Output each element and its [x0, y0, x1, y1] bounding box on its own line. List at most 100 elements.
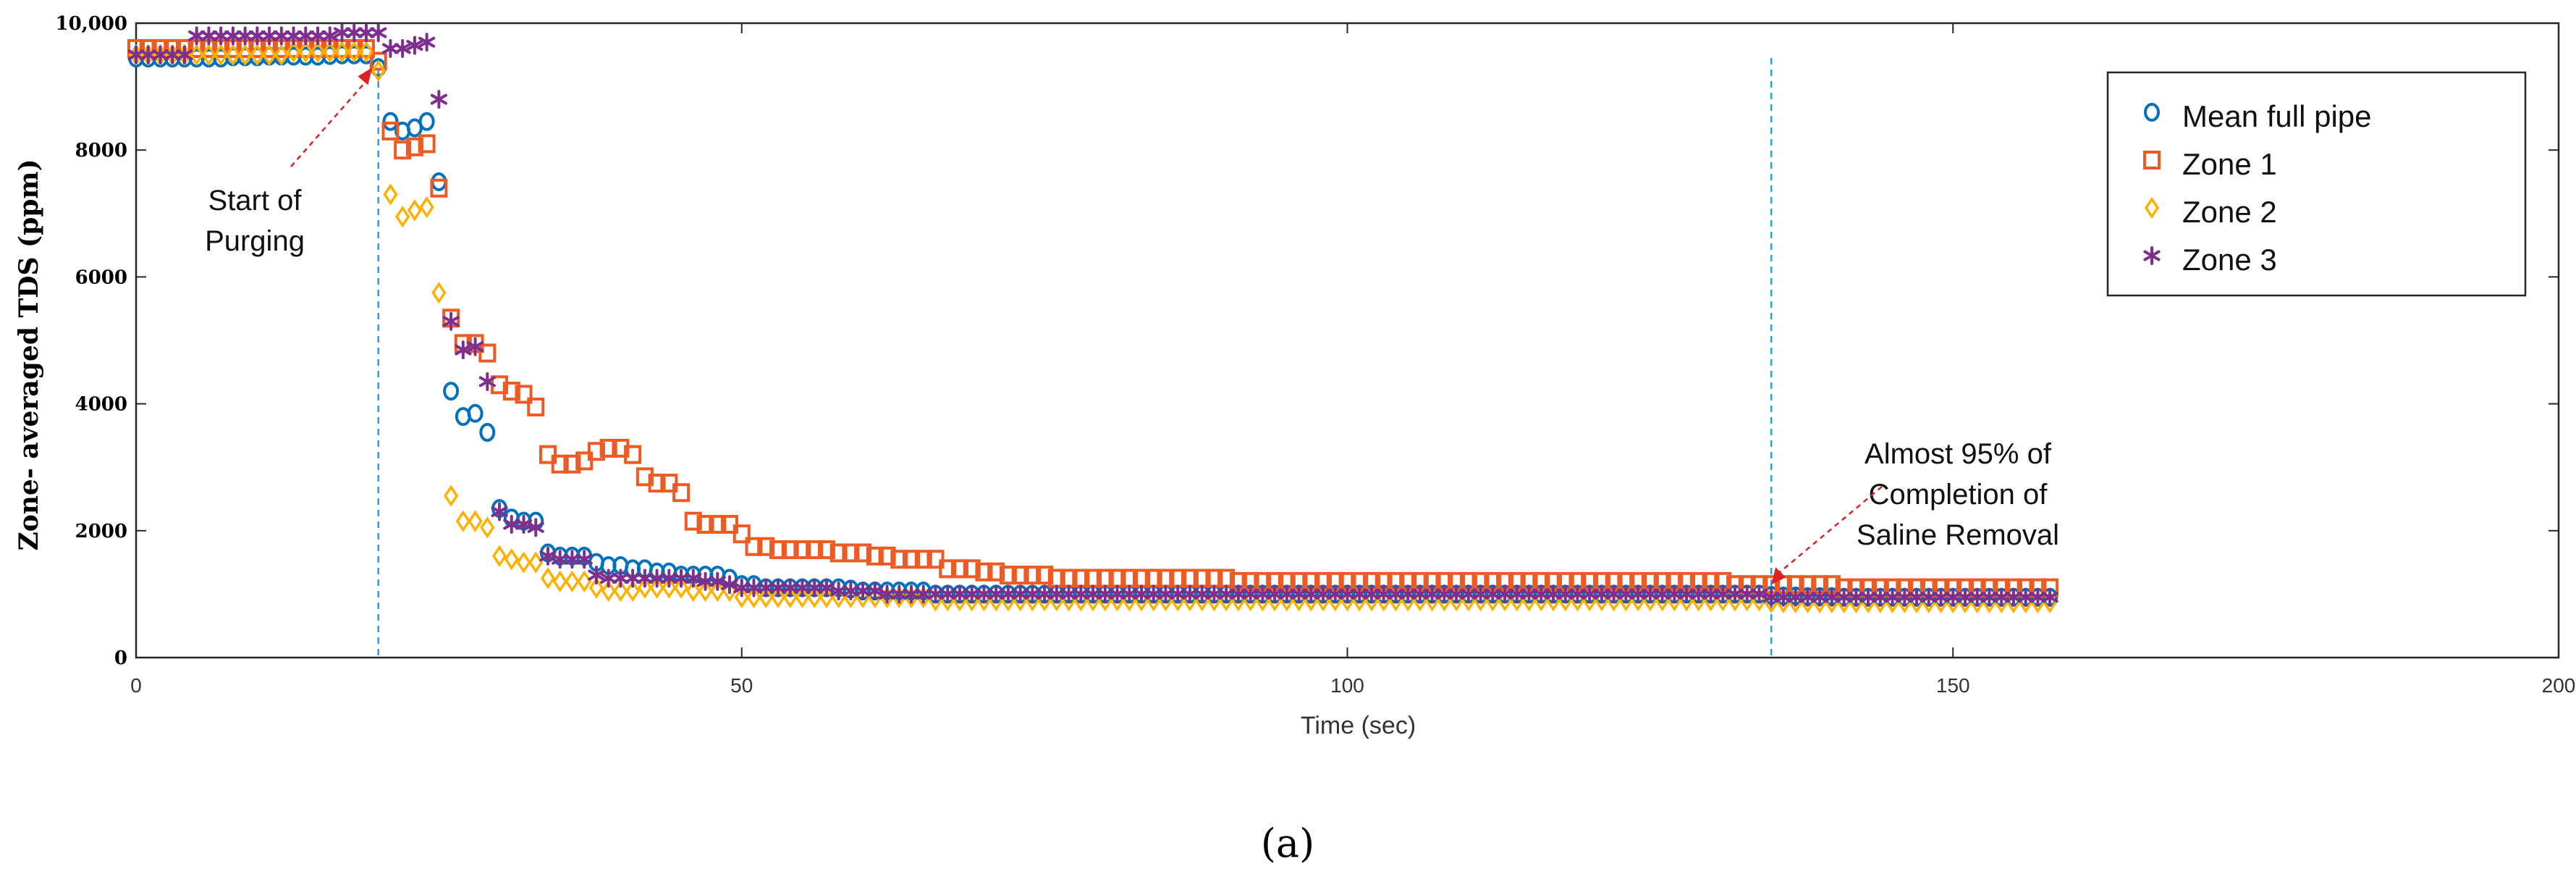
figure-caption: (a)	[1261, 821, 1314, 866]
data-point	[347, 41, 362, 63]
data-point	[214, 43, 229, 66]
data-point	[321, 26, 339, 46]
data-point	[662, 576, 677, 599]
legend-box	[2106, 71, 2527, 297]
data-point	[237, 43, 253, 66]
data-point	[685, 579, 701, 603]
data-point	[407, 199, 423, 222]
data-point	[565, 570, 580, 593]
data-point	[2144, 196, 2160, 219]
data-point	[660, 474, 678, 493]
x-axis-title: Time (sec)	[1301, 712, 1416, 739]
data-point	[950, 559, 968, 579]
data-point	[467, 337, 484, 356]
annotation-arrow	[1776, 486, 1883, 576]
data-point	[443, 382, 460, 401]
x-tick-label: 150	[1936, 674, 1970, 697]
data-point	[612, 438, 630, 458]
series-layer	[127, 23, 2059, 613]
data-point	[890, 550, 908, 569]
data-point	[442, 311, 460, 331]
y-tick-label: 10,000	[55, 13, 127, 35]
data-point	[939, 559, 957, 579]
annotation-arrow	[290, 78, 369, 167]
data-point	[502, 382, 520, 401]
asterisk-stroke	[406, 40, 423, 51]
data-point	[734, 586, 749, 608]
asterisk-stroke	[467, 341, 484, 353]
data-point	[975, 562, 993, 582]
data-point	[732, 524, 751, 544]
data-point	[455, 340, 472, 360]
data-point	[757, 537, 775, 556]
x-tick-label: 0	[130, 674, 142, 697]
data-point	[419, 196, 434, 219]
data-point	[478, 372, 496, 391]
legend-item: Zone 3	[2143, 243, 2277, 277]
data-point	[575, 451, 594, 471]
data-point	[866, 546, 884, 566]
data-point	[842, 543, 860, 563]
data-point	[721, 515, 739, 534]
data-point	[673, 576, 689, 599]
data-point	[903, 550, 921, 569]
data-point	[382, 112, 399, 131]
data-point	[478, 343, 497, 363]
data-point	[480, 516, 495, 539]
arrow-head	[1771, 567, 1786, 585]
data-point	[286, 41, 301, 63]
data-point	[468, 510, 483, 532]
data-point	[685, 568, 702, 588]
data-point	[999, 566, 1017, 585]
data-point	[575, 550, 593, 569]
y-tick-label: 4000	[75, 394, 127, 416]
data-point	[430, 178, 448, 198]
data-point	[637, 576, 652, 599]
data-point	[369, 51, 387, 71]
data-point	[696, 515, 714, 534]
data-point	[769, 540, 787, 560]
asterisk-stroke	[321, 30, 339, 42]
data-point	[394, 140, 412, 160]
data-point	[515, 515, 533, 534]
asterisk-stroke	[370, 27, 387, 38]
data-point	[698, 579, 713, 603]
legend-item: Zone 1	[2143, 147, 2277, 181]
data-point	[504, 548, 519, 571]
data-point	[709, 515, 727, 534]
data-point	[383, 183, 398, 206]
data-point	[322, 41, 337, 63]
asterisk-stroke	[491, 506, 508, 518]
data-point	[1011, 566, 1029, 585]
x-tick-label: 100	[1330, 674, 1364, 697]
data-point	[1023, 566, 1042, 585]
arrow-head	[358, 67, 373, 85]
data-point	[539, 546, 557, 566]
data-point	[516, 551, 531, 574]
data-point	[539, 445, 557, 464]
data-point	[806, 540, 824, 560]
data-point	[878, 546, 896, 566]
asterisk-stroke	[515, 519, 533, 530]
data-point	[914, 550, 932, 569]
data-point	[721, 575, 738, 595]
asterisk-stroke	[2041, 592, 2058, 603]
data-point	[418, 33, 436, 52]
data-point	[418, 134, 436, 154]
asterisk-stroke	[478, 376, 496, 387]
data-point	[624, 445, 642, 464]
legend-label: Zone 2	[2182, 195, 2277, 229]
data-point	[770, 586, 786, 608]
data-point	[491, 545, 507, 567]
data-point	[274, 43, 289, 66]
data-point	[829, 543, 848, 563]
data-point	[2041, 587, 2058, 607]
data-point	[515, 385, 533, 404]
data-point	[225, 43, 240, 66]
annotation-line: Completion of	[1869, 479, 2048, 511]
data-point	[781, 540, 799, 560]
asterisk-stroke	[176, 49, 193, 61]
asterisk-stroke	[818, 582, 835, 594]
x-tick-label: 200	[2542, 674, 2576, 697]
